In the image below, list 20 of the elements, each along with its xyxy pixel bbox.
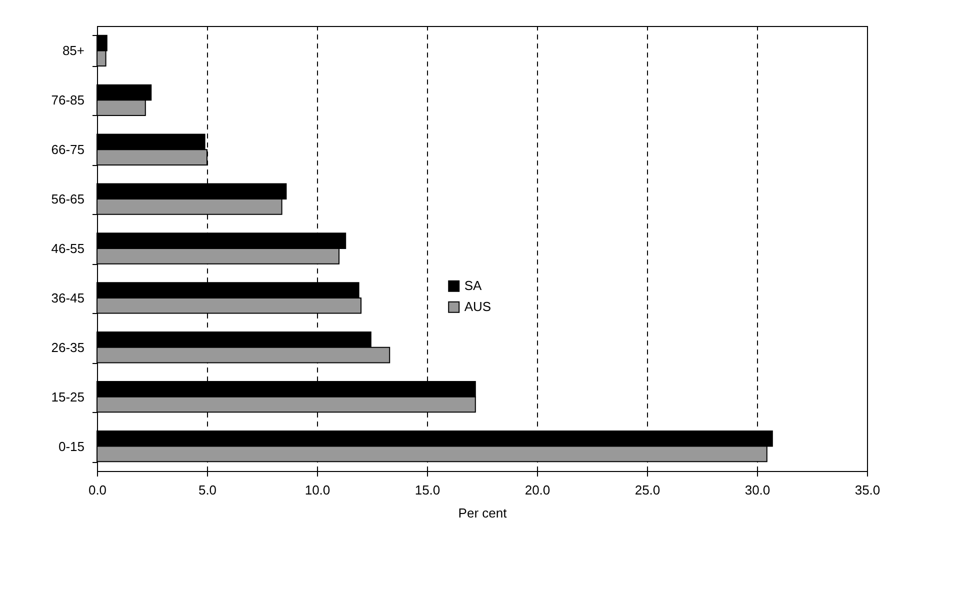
x-tick-label: 0.0 (88, 482, 107, 498)
y-tick-label: 76-85 (51, 92, 84, 108)
x-tick-label: 35.0 (854, 482, 880, 498)
y-tick-label: 0-15 (58, 438, 84, 454)
x-tick-label: 20.0 (524, 482, 550, 498)
y-tick-label: 36-45 (51, 290, 84, 306)
y-tick-label: 46-55 (51, 241, 84, 256)
x-tick-label: 10.0 (304, 482, 330, 498)
y-tick-label: 15-25 (51, 389, 84, 404)
x-axis-title: Per cent (458, 506, 508, 520)
legend-label: SA (464, 278, 482, 294)
y-tick-label: 85+ (62, 43, 84, 58)
y-tick-label: 26-35 (51, 340, 84, 355)
x-tick-label: 5.0 (198, 482, 217, 498)
x-tick-label: 25.0 (634, 482, 660, 498)
legend-label: AUS (464, 299, 492, 314)
x-tick-label: 30.0 (744, 482, 770, 498)
x-tick-label: 15.0 (414, 482, 440, 498)
y-tick-label: 56-65 (51, 192, 84, 207)
y-tick-label: 66-75 (51, 142, 84, 158)
